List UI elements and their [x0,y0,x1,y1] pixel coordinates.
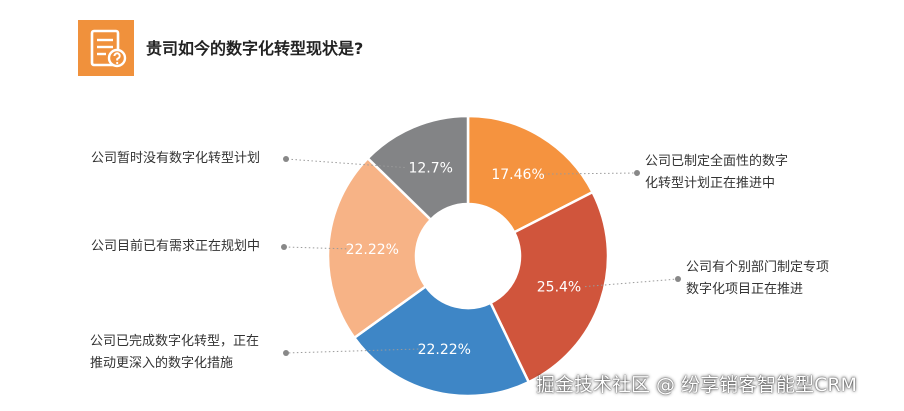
category-label-4-line-1: 公司暂时没有数字化转型计划 [91,151,261,166]
slice-value-label-0: 17.46% [491,167,544,183]
leader-dot-2 [283,350,289,356]
category-label-1: 公司有个别部门制定专项 数字化项目正在推进 [686,257,829,301]
watermark: 掘金技术社区 @ 纷享销客智能型CRM [536,374,857,396]
slice-0 [466,114,595,234]
category-label-2: 公司已完成数字化转型，正在 推动更深入的数字化措施 [90,331,259,375]
category-label-0-line-1: 公司已制定全面性的数字 [645,154,789,169]
leader-line-0 [544,172,638,175]
category-label-1-line-2: 数字化项目正在推进 [686,282,804,297]
slice-value-label-2: 22.22% [418,342,471,358]
slice-2 [352,284,531,398]
leader-dot-4 [283,156,289,162]
category-label-2-line-2: 推动更深入的数字化措施 [90,356,234,371]
leader-dot-0 [634,170,640,176]
slice-value-label-3: 22.22% [346,242,399,258]
category-label-0: 公司已制定全面性的数字 化转型计划正在推进中 [645,151,788,195]
leader-dot-3 [281,244,287,250]
slice-value-label-4: 12.7% [408,161,452,177]
category-label-3: 公司目前已有需求正在规划中 [91,236,260,258]
category-label-2-line-1: 公司已完成数字化转型，正在 [90,334,260,349]
slice-3 [326,156,433,340]
slice-4 [366,114,470,222]
document-question-icon [78,20,134,76]
category-label-4: 公司暂时没有数字化转型计划 [91,148,260,170]
category-label-0-line-2: 化转型计划正在推进中 [645,176,776,191]
category-label-3-line-1: 公司目前已有需求正在规划中 [91,239,261,254]
category-label-1-line-1: 公司有个别部门制定专项 [686,260,830,275]
slice-value-label-1: 25.4% [537,280,581,296]
page-title: 贵司如今的数字化转型现状是? [146,39,364,58]
leader-dot-1 [675,276,681,282]
slice-1 [488,190,610,384]
